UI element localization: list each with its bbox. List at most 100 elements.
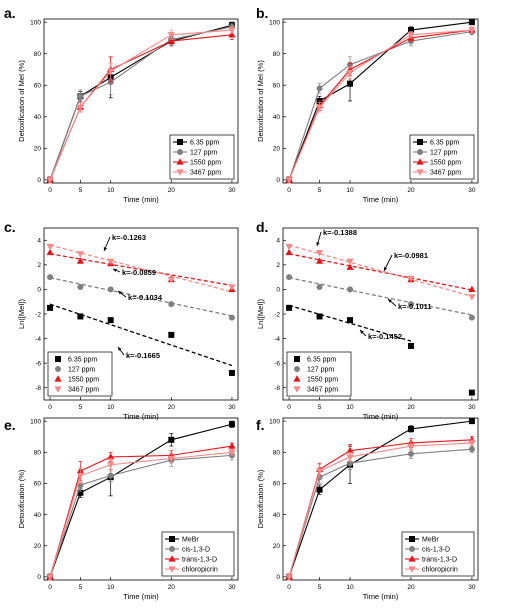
chart-panel-1: a. 0 5 10 20 30 0 20 40 60 80 100 Time (min) Detoxifi… [4,5,239,204]
legend-entry: cis-1,3-D [182,547,210,554]
y-tick-label: 4 [276,238,280,245]
data-point [77,489,84,496]
y-axis-label: Detoxification (%) [256,469,265,528]
data-point [316,486,323,493]
legend-swatch-marker [177,149,183,155]
legend-entry: 3467 ppm [68,387,99,394]
data-point [286,274,293,281]
data-point [167,455,175,463]
data-point [47,304,54,311]
legend-entry: chloropicrin [182,567,218,574]
y-tick-label: 4 [37,238,41,245]
legend-swatch-marker [293,386,301,393]
data-point [316,313,323,320]
data-point [347,317,354,324]
y-axis-label: Detoxification (%) [17,469,26,528]
data-point [346,454,354,461]
x-tick-label: 20 [168,187,176,194]
x-tick-label: 10 [346,584,354,591]
x-tick-label: 5 [318,187,322,194]
y-tick-label: 100 [269,418,280,425]
x-tick-label: 0 [287,187,291,194]
x-axis-label: Time (min) [123,195,159,204]
data-point [228,27,236,34]
legend-entry: 127 ppm [307,367,334,374]
data-point [346,263,354,270]
k-annotation: k=-0.1011 [398,302,432,311]
data-point [77,313,84,320]
y-tick-label: -2 [274,311,280,318]
y-tick-label: -8 [274,385,280,392]
data-point [347,80,354,87]
legend-swatch-marker [168,555,176,562]
panel-label: c. [4,219,16,235]
y-tick-label: 60 [34,83,42,90]
panel-label: e. [4,417,16,433]
x-tick-label: 10 [346,187,354,194]
data-point [468,440,476,447]
x-tick-label: 30 [468,404,476,411]
data-point [346,258,354,265]
x-tick-label: 20 [407,187,415,194]
legend-entry: 1550 ppm [307,377,338,384]
legend-swatch-marker [409,546,415,552]
k-annotation: k=-0.0981 [394,251,428,260]
y-tick-label: 80 [34,51,42,58]
data-point [346,70,354,77]
legend-entry: MeBr [422,537,439,544]
annotation-arrowhead [103,247,108,251]
legend-swatch-marker [409,536,415,542]
y-tick-label: 60 [34,481,42,488]
legend: 6.35 ppm 127 ppm 1550 ppm 3467 ppm [286,351,352,397]
legend-swatch-marker [408,566,416,573]
x-tick-label: 10 [346,404,354,411]
legend-swatch-marker [169,536,175,542]
legend: MeBr cis-1,3-D trans-1,3-D chloropicrin [161,531,235,577]
plot-frame [282,18,479,184]
data-point [285,248,293,256]
data-point [315,257,324,264]
data-point [468,418,475,425]
y-axis-label: Detoxification of MeI (%) [17,60,26,142]
legend: 6.35 ppm 127 ppm 1550 ppm 3467 ppm [169,134,235,180]
legend-entry: 6.35 ppm [430,140,459,147]
data-point [346,446,354,454]
y-tick-label: 0 [37,287,41,294]
data-point [228,449,236,457]
data-point [107,453,115,460]
legend-swatch-marker [416,158,424,165]
y-tick-label: -8 [35,385,41,392]
data-point [107,258,115,265]
data-point [315,249,324,257]
legend-entry: 3467 ppm [190,170,221,177]
x-tick-label: 0 [287,404,291,411]
legend-entry: chloropicrin [422,567,458,574]
y-tick-label: -4 [35,336,41,343]
plot-frame [282,417,479,581]
data-point [468,446,475,453]
legend-swatch-marker [417,149,423,155]
x-axis-label: Time (min) [363,195,399,204]
y-tick-label: 80 [34,450,42,457]
data-point [76,473,84,480]
data-point [167,32,175,39]
y-tick-label: 0 [276,574,280,581]
legend-entry: cis-1,3-D [422,547,450,554]
data-point [168,331,175,338]
data-point [407,301,414,308]
data-point [468,19,475,26]
data-point [468,294,476,301]
data-point [46,177,54,184]
data-point [168,436,175,443]
data-point [407,27,414,34]
annotation-arrowhead [388,299,392,303]
k-annotation: k=-0.1388 [323,228,357,237]
legend-swatch-marker [55,356,61,362]
legend-swatch-marker [176,169,184,176]
x-tick-label: 10 [107,584,115,591]
data-point [228,369,235,376]
y-tick-label: 60 [273,83,281,90]
y-tick-label: 40 [273,114,281,121]
legend-entry: 3467 ppm [430,170,461,177]
